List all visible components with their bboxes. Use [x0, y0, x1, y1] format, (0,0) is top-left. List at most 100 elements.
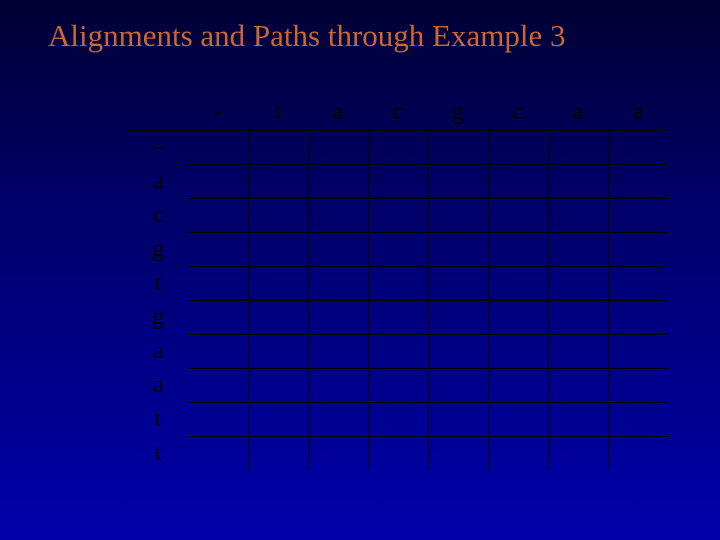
row-header: a — [128, 334, 188, 368]
grid-cell — [368, 436, 428, 470]
grid-cell — [608, 164, 668, 198]
row-header: g — [128, 300, 188, 334]
grid-cell — [188, 164, 248, 198]
grid-cell — [548, 198, 608, 232]
table-row: g — [128, 300, 668, 334]
table-row: g — [128, 232, 668, 266]
grid-cell — [368, 334, 428, 368]
grid-cell — [548, 334, 608, 368]
grid-cell — [188, 266, 248, 300]
grid-cell — [248, 130, 308, 164]
col-header: a — [608, 96, 668, 130]
col-header: t — [248, 96, 308, 130]
grid-cell — [188, 436, 248, 470]
grid-cell — [308, 334, 368, 368]
grid-cell — [608, 436, 668, 470]
grid-cell — [428, 334, 488, 368]
grid-cell — [428, 436, 488, 470]
grid-cell — [548, 436, 608, 470]
col-header: c — [488, 96, 548, 130]
alignment-grid: - t a c g c a a -acgtgaatt — [128, 96, 668, 470]
grid-cell — [428, 198, 488, 232]
grid-cell — [368, 300, 428, 334]
grid-cell — [248, 368, 308, 402]
corner-cell — [128, 96, 188, 130]
grid-cell — [188, 334, 248, 368]
grid-cell — [188, 300, 248, 334]
slide-title: Alignments and Paths through Example 3 — [0, 0, 720, 54]
grid-cell — [608, 368, 668, 402]
grid-cell — [368, 402, 428, 436]
grid-cell — [488, 130, 548, 164]
grid-cell — [368, 368, 428, 402]
grid-cell — [368, 164, 428, 198]
table-row: a — [128, 368, 668, 402]
grid-cell — [608, 300, 668, 334]
grid-cell — [608, 198, 668, 232]
grid-cell — [188, 402, 248, 436]
grid-cell — [368, 266, 428, 300]
col-header: a — [548, 96, 608, 130]
row-header: - — [128, 130, 188, 164]
grid-cell — [488, 436, 548, 470]
grid-cell — [488, 402, 548, 436]
col-header: c — [368, 96, 428, 130]
grid-cell — [488, 164, 548, 198]
grid-cell — [488, 334, 548, 368]
grid-cell — [308, 232, 368, 266]
grid-cell — [488, 232, 548, 266]
grid-cell — [488, 198, 548, 232]
grid-cell — [368, 232, 428, 266]
row-header: g — [128, 232, 188, 266]
grid-cell — [308, 130, 368, 164]
grid-cell — [548, 402, 608, 436]
grid-cell — [248, 300, 308, 334]
grid-cell — [188, 198, 248, 232]
row-header: a — [128, 368, 188, 402]
row-header: a — [128, 164, 188, 198]
column-header-row: - t a c g c a a — [128, 96, 668, 130]
grid-cell — [308, 300, 368, 334]
row-header: t — [128, 436, 188, 470]
grid-cell — [428, 266, 488, 300]
grid-cell — [488, 266, 548, 300]
grid-cell — [428, 300, 488, 334]
grid-cell — [308, 402, 368, 436]
grid-cell — [608, 402, 668, 436]
grid-cell — [548, 368, 608, 402]
grid-cell — [188, 232, 248, 266]
table-row: c — [128, 198, 668, 232]
grid-cell — [488, 368, 548, 402]
col-header: g — [428, 96, 488, 130]
grid-cell — [428, 402, 488, 436]
grid-cell — [368, 130, 428, 164]
col-header: a — [308, 96, 368, 130]
table-row: t — [128, 266, 668, 300]
grid-cell — [548, 130, 608, 164]
table-row: t — [128, 402, 668, 436]
grid-cell — [308, 198, 368, 232]
grid-cell — [608, 334, 668, 368]
grid-cell — [248, 266, 308, 300]
table-row: a — [128, 164, 668, 198]
grid-cell — [428, 232, 488, 266]
col-header: - — [188, 96, 248, 130]
grid-cell — [188, 130, 248, 164]
alignment-table: - t a c g c a a -acgtgaatt — [128, 96, 668, 470]
grid-cell — [548, 266, 608, 300]
row-header: t — [128, 402, 188, 436]
grid-cell — [548, 164, 608, 198]
grid-cell — [248, 436, 308, 470]
grid-cell — [608, 232, 668, 266]
grid-cell — [188, 368, 248, 402]
grid-cell — [308, 164, 368, 198]
grid-cell — [248, 402, 308, 436]
grid-cell — [248, 334, 308, 368]
grid-cell — [308, 266, 368, 300]
row-header: t — [128, 266, 188, 300]
grid-cell — [608, 130, 668, 164]
table-row: a — [128, 334, 668, 368]
grid-cell — [548, 300, 608, 334]
grid-cell — [488, 300, 548, 334]
grid-cell — [428, 368, 488, 402]
